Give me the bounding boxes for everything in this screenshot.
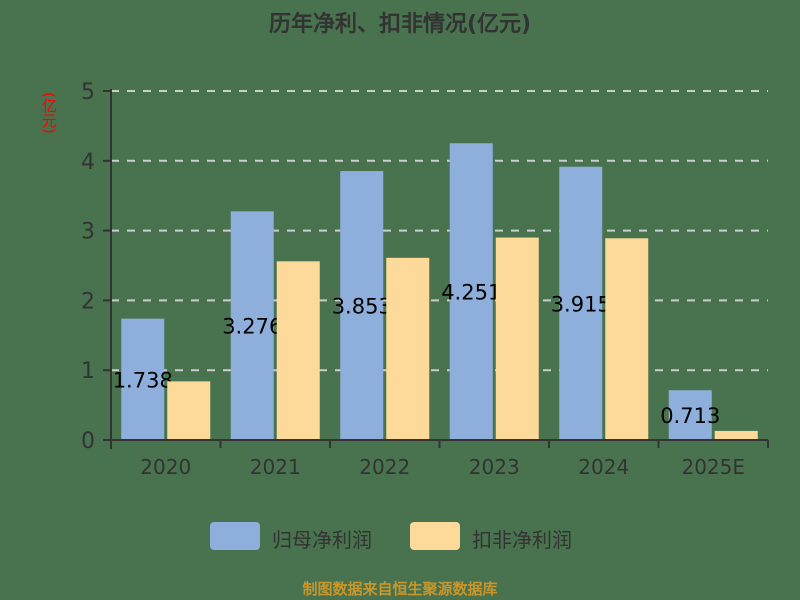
bar-deducted-profit <box>276 261 320 440</box>
chart-title: 历年净利、扣非情况(亿元) <box>268 12 532 37</box>
y-tick-label: 5 <box>81 80 95 105</box>
x-tick-label: 2022 <box>359 455 410 479</box>
bar-net-profit <box>449 143 493 440</box>
bar-net-profit <box>340 171 384 440</box>
y-tick-label: 0 <box>81 429 95 454</box>
x-tick-label: 2025E <box>681 455 745 479</box>
y-tick-label: 1 <box>81 359 95 384</box>
bar-net-profit <box>230 211 274 440</box>
x-tick-label: 2020 <box>140 455 191 479</box>
bar-deducted-profit <box>167 381 211 440</box>
legend-label: 扣非净利润 <box>472 528 572 552</box>
y-tick-label: 4 <box>81 150 95 175</box>
bar-net-profit <box>559 166 603 440</box>
legend-swatch-orange <box>410 522 460 550</box>
bar-value-label: 3.853 <box>332 295 392 319</box>
legend-label: 归母净利润 <box>272 528 372 552</box>
y-axis-label: (亿元) <box>40 92 58 134</box>
bar-value-label: 0.713 <box>660 404 720 428</box>
bar-deducted-profit <box>605 238 649 440</box>
bar-deducted-profit <box>386 257 430 440</box>
legend-swatch-blue <box>210 522 260 550</box>
bar-net-profit <box>668 390 712 440</box>
bar-value-label: 1.738 <box>113 368 173 392</box>
legend: 归母净利润 扣非净利润 <box>0 520 800 552</box>
x-tick-label: 2021 <box>250 455 301 479</box>
x-tick-label: 2024 <box>578 455 629 479</box>
bar-deducted-profit <box>714 430 758 440</box>
x-tick-label: 2023 <box>469 455 520 479</box>
bar-value-label: 4.251 <box>441 281 501 305</box>
y-tick-label: 3 <box>81 220 95 245</box>
bar-net-profit <box>121 318 165 440</box>
y-tick-label: 2 <box>81 289 95 314</box>
bar-deducted-profit <box>495 237 539 440</box>
bar-value-label: 3.276 <box>222 315 282 339</box>
bar-value-label: 3.915 <box>551 292 611 316</box>
data-source-footer: 制图数据来自恒生聚源数据库 <box>302 580 498 598</box>
